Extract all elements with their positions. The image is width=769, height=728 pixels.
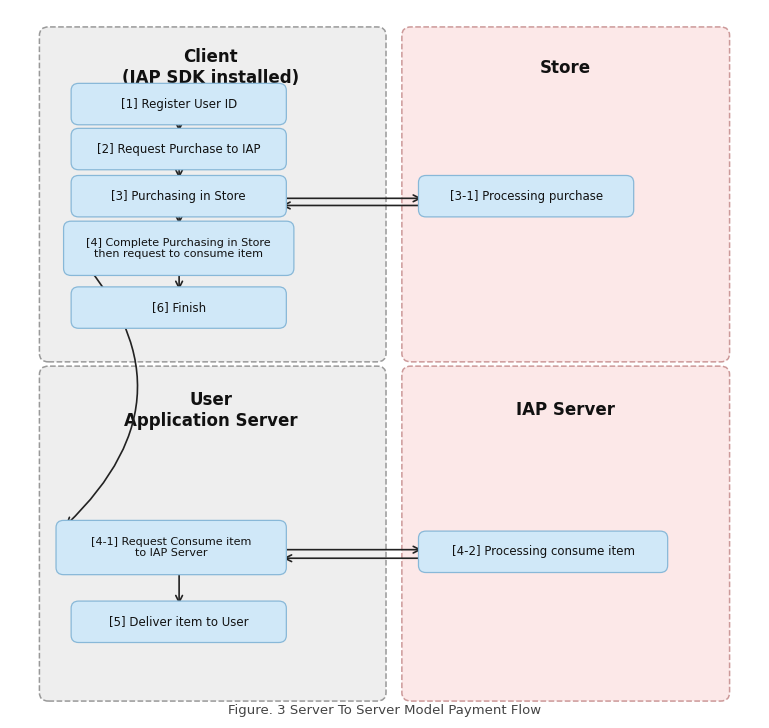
FancyBboxPatch shape <box>39 366 386 701</box>
FancyBboxPatch shape <box>402 27 730 362</box>
FancyBboxPatch shape <box>418 531 667 572</box>
FancyBboxPatch shape <box>71 83 286 124</box>
Text: IAP Server: IAP Server <box>516 401 615 419</box>
Text: [4] Complete Purchasing in Store
then request to consume item: [4] Complete Purchasing in Store then re… <box>86 237 271 259</box>
FancyBboxPatch shape <box>71 175 286 217</box>
FancyBboxPatch shape <box>71 601 286 643</box>
Text: User
Application Server: User Application Server <box>124 391 298 430</box>
FancyBboxPatch shape <box>71 287 286 328</box>
Text: Store: Store <box>540 59 591 76</box>
Text: [4-1] Request Consume item
to IAP Server: [4-1] Request Consume item to IAP Server <box>91 537 251 558</box>
FancyBboxPatch shape <box>402 366 730 701</box>
Text: [6] Finish: [6] Finish <box>151 301 206 314</box>
Text: [3-1] Processing purchase: [3-1] Processing purchase <box>450 190 603 202</box>
Text: [3] Purchasing in Store: [3] Purchasing in Store <box>112 190 246 202</box>
FancyBboxPatch shape <box>64 221 294 275</box>
FancyBboxPatch shape <box>418 175 634 217</box>
Text: [1] Register User ID: [1] Register User ID <box>121 98 237 111</box>
Text: Figure. 3 Server To Server Model Payment Flow: Figure. 3 Server To Server Model Payment… <box>228 705 541 718</box>
FancyBboxPatch shape <box>56 521 286 574</box>
Text: [5] Deliver item to User: [5] Deliver item to User <box>109 615 248 628</box>
FancyBboxPatch shape <box>39 27 386 362</box>
FancyBboxPatch shape <box>71 128 286 170</box>
Text: [2] Request Purchase to IAP: [2] Request Purchase to IAP <box>97 143 261 156</box>
Text: [4-2] Processing consume item: [4-2] Processing consume item <box>451 545 634 558</box>
Text: Client
(IAP SDK installed): Client (IAP SDK installed) <box>122 48 299 87</box>
